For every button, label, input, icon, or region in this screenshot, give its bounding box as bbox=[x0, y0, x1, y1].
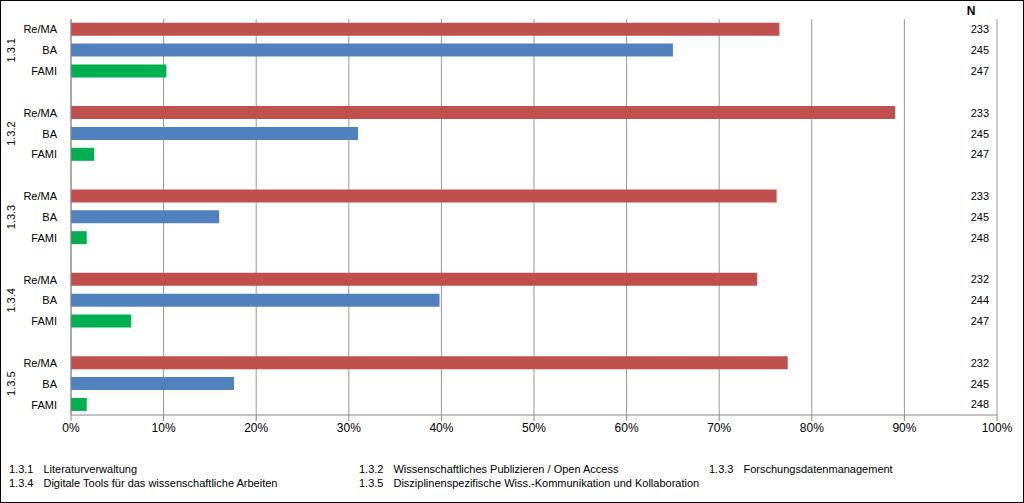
svg-text:1.3.2: 1.3.2 bbox=[8, 121, 17, 145]
svg-text:Re/MA: Re/MA bbox=[23, 23, 57, 35]
svg-text:247: 247 bbox=[971, 148, 989, 160]
svg-text:Re/MA: Re/MA bbox=[23, 190, 57, 202]
html-text:1.3.3: 1.3.3 bbox=[709, 463, 734, 475]
svg-text:1.3.1: 1.3.1 bbox=[8, 38, 17, 62]
svg-text:70%: 70% bbox=[707, 421, 731, 435]
svg-text:233: 233 bbox=[971, 107, 989, 119]
svg-text:233: 233 bbox=[971, 190, 989, 202]
html-text:N: N bbox=[966, 4, 976, 18]
svg-text:30%: 30% bbox=[337, 421, 361, 435]
html-text:1.3.2: 1.3.2 bbox=[359, 463, 384, 475]
svg-text:FAMI: FAMI bbox=[31, 399, 57, 411]
html-text:Disziplinenspezifische Wiss.-K: Disziplinenspezifische Wiss.-Kommunikati… bbox=[393, 477, 700, 489]
svg-text:FAMI: FAMI bbox=[31, 232, 57, 244]
svg-text:60%: 60% bbox=[615, 421, 639, 435]
svg-text:1.3.5: 1.3.5 bbox=[8, 372, 17, 396]
svg-text:247: 247 bbox=[971, 65, 989, 77]
svg-text:232: 232 bbox=[971, 357, 989, 369]
svg-text:FAMI: FAMI bbox=[31, 65, 57, 77]
svg-text:1.3.4: 1.3.4 bbox=[8, 288, 17, 312]
svg-text:0%: 0% bbox=[62, 421, 80, 435]
svg-text:40%: 40% bbox=[429, 421, 453, 435]
svg-text:BA: BA bbox=[42, 294, 57, 306]
html-text:Digitale Tools für das wissens: Digitale Tools für das wissenschaftliche… bbox=[43, 477, 278, 489]
html-text:1.3.5: 1.3.5 bbox=[359, 477, 384, 489]
svg-text:248: 248 bbox=[971, 398, 989, 410]
svg-text:245: 245 bbox=[971, 44, 989, 56]
svg-text:233: 233 bbox=[971, 23, 989, 35]
svg-text:245: 245 bbox=[971, 128, 989, 140]
svg-text:20%: 20% bbox=[244, 421, 268, 435]
html-text:Forschungsdatenmanagement: Forschungsdatenmanagement bbox=[743, 463, 893, 475]
svg-text:Re/MA: Re/MA bbox=[23, 357, 57, 369]
html-text:Wissenschaftliches Publizieren: Wissenschaftliches Publizieren / Open Ac… bbox=[393, 463, 619, 475]
svg-text:247: 247 bbox=[971, 315, 989, 327]
svg-text:BA: BA bbox=[42, 128, 57, 140]
svg-text:50%: 50% bbox=[522, 421, 546, 435]
svg-text:248: 248 bbox=[971, 232, 989, 244]
svg-text:232: 232 bbox=[971, 273, 989, 285]
svg-text:BA: BA bbox=[42, 378, 57, 390]
svg-text:80%: 80% bbox=[800, 421, 824, 435]
svg-text:90%: 90% bbox=[892, 421, 916, 435]
svg-text:Re/MA: Re/MA bbox=[23, 107, 57, 119]
svg-text:BA: BA bbox=[42, 44, 57, 56]
svg-text:244: 244 bbox=[971, 294, 989, 306]
svg-text:Re/MA: Re/MA bbox=[23, 274, 57, 286]
svg-text:BA: BA bbox=[42, 211, 57, 223]
svg-text:FAMI: FAMI bbox=[31, 315, 57, 327]
html-text:Literaturverwaltung: Literaturverwaltung bbox=[43, 463, 137, 475]
html-text:1.3.4: 1.3.4 bbox=[9, 477, 34, 489]
svg-text:1.3.3: 1.3.3 bbox=[8, 205, 17, 229]
svg-text:FAMI: FAMI bbox=[31, 148, 57, 160]
svg-text:10%: 10% bbox=[152, 421, 176, 435]
svg-text:100%: 100% bbox=[982, 421, 1013, 435]
svg-text:245: 245 bbox=[971, 211, 989, 223]
svg-text:245: 245 bbox=[971, 378, 989, 390]
html-text:1.3.1: 1.3.1 bbox=[9, 463, 34, 475]
